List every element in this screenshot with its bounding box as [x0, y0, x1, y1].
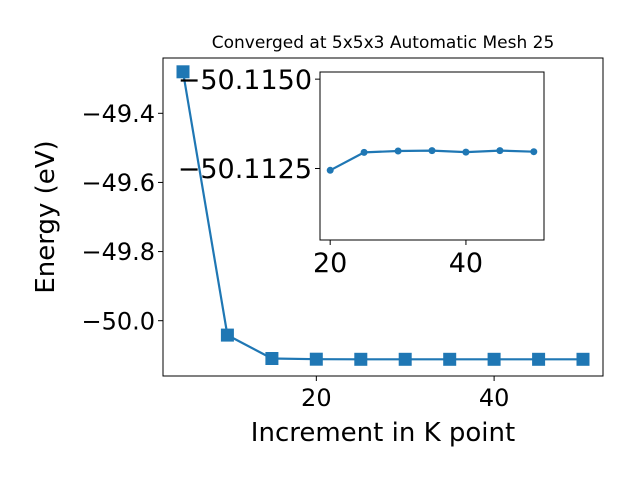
inset-y-tick-label: −50.1150 — [178, 65, 312, 96]
main-series — [176, 65, 590, 366]
main-x-ticks: 20 40 — [301, 376, 509, 412]
main-data-point — [576, 352, 590, 366]
inset-data-point — [530, 148, 538, 156]
x-axis-label: Increment in K point — [251, 418, 515, 448]
inset-background — [320, 72, 544, 240]
inset-x-tick-label: 40 — [449, 248, 483, 279]
main-y-tick-label: −50.0 — [81, 307, 155, 335]
y-axis-label: Energy (eV) — [31, 140, 61, 293]
inset-data-point — [496, 147, 504, 155]
main-data-point — [176, 65, 190, 79]
main-data-point — [398, 352, 412, 366]
main-data-point — [443, 352, 457, 366]
main-data-point — [220, 328, 234, 342]
main-x-tick-label: 40 — [479, 384, 510, 412]
main-data-point — [265, 352, 279, 365]
main-data-point — [487, 352, 501, 366]
inset-data-point — [326, 166, 334, 174]
main-x-tick-label: 20 — [301, 384, 332, 412]
inset-data-point — [462, 148, 470, 156]
inset-y-tick-label: −50.1125 — [178, 154, 312, 185]
inset-plot-frame — [319, 71, 545, 241]
chart-title: Converged at 5x5x3 Automatic Mesh 25 — [212, 33, 555, 53]
inset-data-point — [428, 147, 436, 155]
main-y-ticks: −50.0 −49.8 −49.6 −49.4 — [81, 100, 163, 335]
main-data-point — [532, 352, 546, 366]
main-y-tick-label: −49.6 — [81, 169, 155, 197]
main-plot-frame — [162, 57, 604, 377]
inset-data-point — [360, 148, 368, 156]
main-series-line — [181, 71, 583, 361]
inset-x-ticks: 20 40 — [313, 240, 483, 279]
main-y-tick-label: −49.4 — [81, 100, 155, 128]
inset-series — [326, 147, 538, 174]
main-axes: 20 40 −50.0−49.8−49.6−49.4 — [81, 57, 604, 412]
main-y-tick-label: −49.8 — [81, 238, 155, 266]
main-data-point — [309, 352, 323, 366]
inset-y-ticks: −50.1150 −50.1125 — [178, 65, 320, 185]
inset-axes: 20 40 −50.1150−50.1125 — [178, 65, 545, 279]
main-data-point — [354, 352, 368, 366]
inset-x-tick-label: 20 — [313, 248, 347, 279]
inset-data-point — [394, 147, 402, 155]
